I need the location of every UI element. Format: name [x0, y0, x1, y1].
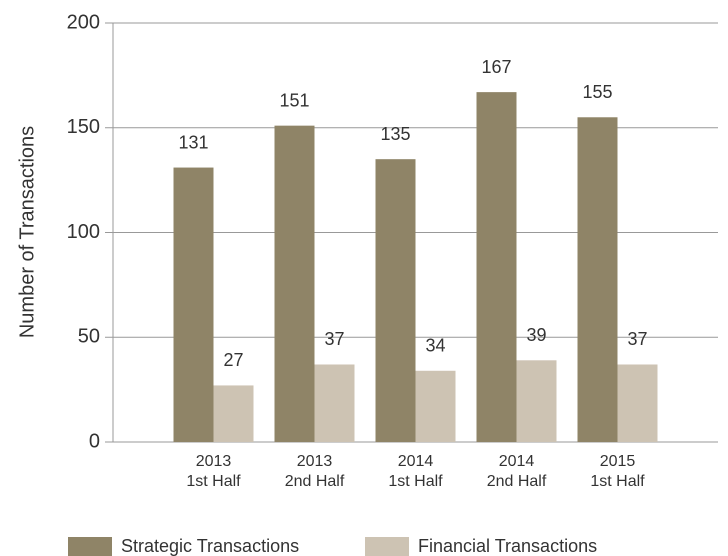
x-tick-label: 2013 — [196, 453, 232, 470]
y-tick-label: 0 — [89, 430, 100, 452]
x-tick-label: 2013 — [297, 453, 333, 470]
legend-label: Strategic Transactions — [121, 536, 299, 556]
x-tick-label: 1st Half — [590, 473, 645, 490]
bar — [415, 370, 456, 442]
data-label: 131 — [178, 132, 208, 152]
bar — [516, 360, 557, 442]
x-tick-label: 2015 — [600, 453, 636, 470]
data-label: 155 — [582, 82, 612, 102]
y-axis-label: Number of Transactions — [16, 126, 38, 338]
data-label: 27 — [223, 350, 243, 370]
bar — [213, 385, 254, 442]
bar — [577, 117, 618, 443]
legend-swatch — [365, 537, 409, 556]
bar — [375, 159, 416, 443]
bar — [314, 364, 355, 442]
data-label: 167 — [481, 57, 511, 77]
x-tick-label: 2nd Half — [285, 473, 345, 490]
bar — [274, 125, 315, 442]
bar — [173, 167, 214, 442]
bar — [617, 364, 658, 442]
x-tick-label: 2014 — [398, 453, 434, 470]
x-tick-label: 2nd Half — [487, 473, 547, 490]
data-label: 37 — [324, 329, 344, 349]
data-label: 34 — [425, 336, 445, 356]
x-tick-label: 2014 — [499, 453, 535, 470]
legend-label: Financial Transactions — [418, 536, 597, 556]
y-tick-label: 150 — [67, 116, 100, 138]
x-tick-label: 1st Half — [186, 473, 241, 490]
y-tick-label: 200 — [67, 11, 100, 33]
legend-swatch — [68, 537, 112, 556]
data-label: 37 — [627, 329, 647, 349]
y-tick-label: 50 — [78, 326, 100, 348]
x-tick-label: 1st Half — [388, 473, 443, 490]
data-label: 151 — [279, 90, 309, 110]
y-tick-label: 100 — [67, 221, 100, 243]
data-label: 39 — [526, 325, 546, 345]
data-label: 135 — [380, 124, 410, 144]
bar — [476, 92, 517, 442]
